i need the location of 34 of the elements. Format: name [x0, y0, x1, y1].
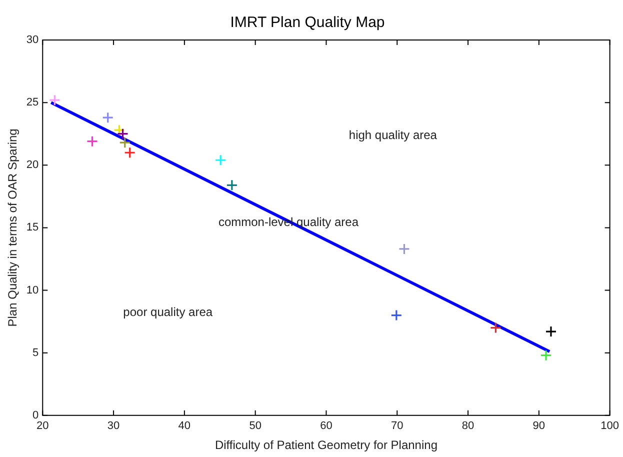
point [116, 128, 129, 140]
x-tick-label: 30 [107, 420, 120, 432]
point [390, 309, 402, 322]
point [490, 322, 502, 334]
annotation: high quality area [348, 128, 437, 142]
y-tick-label: 15 [26, 222, 39, 234]
point [124, 146, 136, 158]
point [540, 350, 552, 362]
y-tick-label: 10 [26, 284, 39, 296]
point [226, 179, 238, 191]
point [48, 94, 60, 106]
chart-title: IMRT Plan Quality Map [230, 14, 385, 32]
point [545, 326, 557, 338]
point [119, 136, 131, 148]
y-tick-label: 5 [32, 346, 39, 359]
point [102, 112, 114, 124]
x-tick-label: 50 [249, 420, 262, 432]
x-tick-label: 80 [462, 420, 474, 432]
annotation: poor quality area [123, 304, 213, 319]
y-tick-label: 20 [26, 159, 39, 172]
point [86, 136, 98, 148]
point [398, 243, 410, 255]
point [214, 154, 226, 166]
y-axis-title: Plan Quality in terms of OAR Sparing [6, 128, 20, 327]
x-tick-label: 70 [391, 420, 404, 432]
x-tick-label: 40 [178, 420, 191, 432]
x-tick-label: 90 [532, 420, 546, 432]
x-axis-title: Difficulty of Patient Geometry for Planning [214, 438, 438, 452]
point [113, 124, 126, 136]
x-tick-label: 60 [320, 420, 332, 432]
y-tick-label: 0 [32, 409, 39, 422]
x-tick-label: 100 [600, 420, 620, 432]
y-tick-label: 25 [26, 96, 39, 109]
y-tick-label: 30 [26, 34, 39, 46]
